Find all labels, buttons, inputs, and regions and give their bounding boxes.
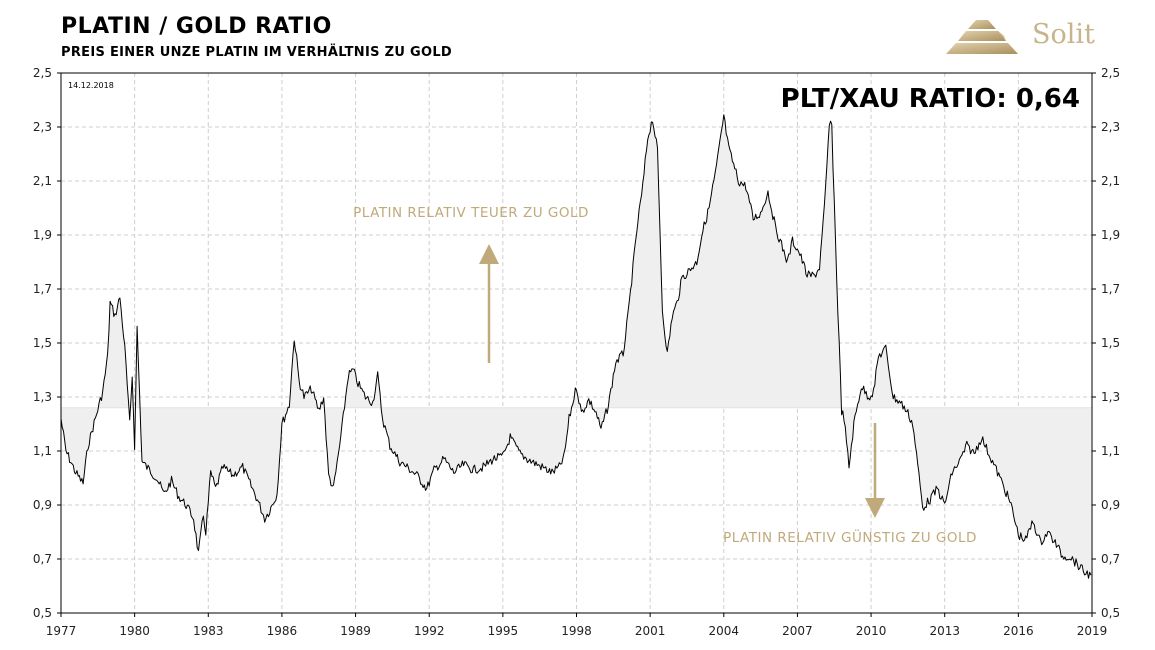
x-tick-label: 2013 bbox=[929, 624, 960, 638]
x-tick-label: 1980 bbox=[119, 624, 150, 638]
y-tick-label-right: 0,9 bbox=[1101, 498, 1120, 512]
y-axis-right: 0,5 0,7 0,9 1,1 1,3 1,5 1,7 1,9 2,1 2,3 2,5 bbox=[1092, 66, 1120, 620]
x-tick-label: 1995 bbox=[488, 624, 519, 638]
ratio-value-label: PLT/XAU RATIO: 0,64 bbox=[781, 84, 1080, 114]
y-tick-label-left: 0,5 bbox=[33, 606, 52, 620]
x-tick-label: 2001 bbox=[635, 624, 666, 638]
y-tick-label-left: 1,5 bbox=[33, 336, 52, 350]
series-line-plt-xau bbox=[60, 114, 1092, 579]
x-tick-label: 1989 bbox=[340, 624, 371, 638]
y-tick-label-left: 0,9 bbox=[33, 498, 52, 512]
y-tick-label-right: 2,5 bbox=[1101, 66, 1120, 80]
annotation-up-text: PLATIN RELATIV TEUER ZU GOLD bbox=[353, 205, 589, 221]
y-tick-label-right: 1,7 bbox=[1101, 282, 1120, 296]
x-tick-label: 2019 bbox=[1077, 624, 1108, 638]
x-axis: 1977 1980 1983 1986 1989 1992 1995 1998 2001 2004… bbox=[46, 613, 1108, 638]
y-tick-label-right: 1,5 bbox=[1101, 336, 1120, 350]
annotation-down-text: PLATIN RELATIV GÜNSTIG ZU GOLD bbox=[723, 528, 977, 546]
y-tick-label-right: 1,9 bbox=[1101, 228, 1120, 242]
y-tick-label-left: 2,5 bbox=[33, 66, 52, 80]
y-axis-left: 0,5 0,7 0,9 1,1 1,3 1,5 1,7 1,9 2,1 2,3 2,5 bbox=[33, 66, 61, 620]
y-tick-label-right: 0,7 bbox=[1101, 552, 1120, 566]
y-tick-label-left: 1,9 bbox=[33, 228, 52, 242]
y-tick-label-right: 1,1 bbox=[1101, 444, 1120, 458]
x-tick-label: 1998 bbox=[561, 624, 592, 638]
y-tick-label-right: 2,3 bbox=[1101, 120, 1120, 134]
x-tick-label: 2004 bbox=[709, 624, 740, 638]
chart-title: PLATIN / GOLD RATIO bbox=[61, 14, 332, 39]
solit-logo-icon bbox=[946, 20, 1018, 54]
x-tick-label: 1983 bbox=[193, 624, 224, 638]
deviation-fill bbox=[61, 114, 1091, 579]
arrow-up-icon bbox=[479, 244, 499, 363]
y-tick-label-left: 1,3 bbox=[33, 390, 52, 404]
logo-text: Solit bbox=[1032, 19, 1095, 50]
x-tick-label: 1992 bbox=[414, 624, 445, 638]
x-tick-label: 1986 bbox=[267, 624, 298, 638]
y-tick-label-left: 2,3 bbox=[33, 120, 52, 134]
x-tick-label: 2016 bbox=[1003, 624, 1034, 638]
y-tick-label-left: 2,1 bbox=[33, 174, 52, 188]
y-tick-label-right: 2,1 bbox=[1101, 174, 1120, 188]
date-label: 14.12.2018 bbox=[68, 81, 114, 90]
y-tick-label-left: 1,1 bbox=[33, 444, 52, 458]
y-tick-label-right: 1,3 bbox=[1101, 390, 1120, 404]
x-tick-label: 2010 bbox=[856, 624, 887, 638]
x-tick-label: 2007 bbox=[782, 624, 813, 638]
y-tick-label-left: 1,7 bbox=[33, 282, 52, 296]
chart-subtitle: PREIS EINER UNZE PLATIN IM VERHÄLTNIS ZU… bbox=[61, 45, 453, 60]
y-tick-label-left: 0,7 bbox=[33, 552, 52, 566]
x-tick-label: 1977 bbox=[46, 624, 77, 638]
arrow-down-icon bbox=[865, 423, 885, 518]
y-tick-label-right: 0,5 bbox=[1101, 606, 1120, 620]
